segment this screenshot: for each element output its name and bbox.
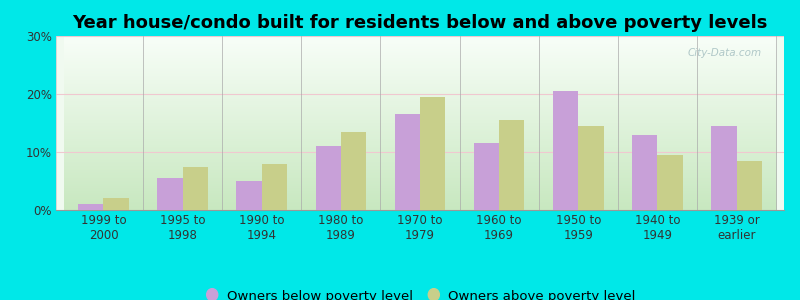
Bar <box>737 161 762 210</box>
Bar <box>394 114 420 210</box>
Bar <box>474 143 499 210</box>
Bar <box>158 178 182 210</box>
Bar <box>658 155 682 210</box>
Bar <box>341 132 366 210</box>
Bar <box>553 91 578 210</box>
Bar <box>315 146 341 210</box>
Bar <box>711 126 737 210</box>
Bar <box>632 135 658 210</box>
Bar <box>237 181 262 210</box>
Bar <box>262 164 287 210</box>
Bar <box>103 198 129 210</box>
Bar <box>499 120 525 210</box>
Title: Year house/condo built for residents below and above poverty levels: Year house/condo built for residents bel… <box>72 14 768 32</box>
Bar <box>182 167 208 210</box>
Bar <box>420 97 446 210</box>
Bar <box>578 126 603 210</box>
Legend: Owners below poverty level, Owners above poverty level: Owners below poverty level, Owners above… <box>199 284 641 300</box>
Bar <box>78 204 103 210</box>
Text: City-Data.com: City-Data.com <box>688 48 762 58</box>
